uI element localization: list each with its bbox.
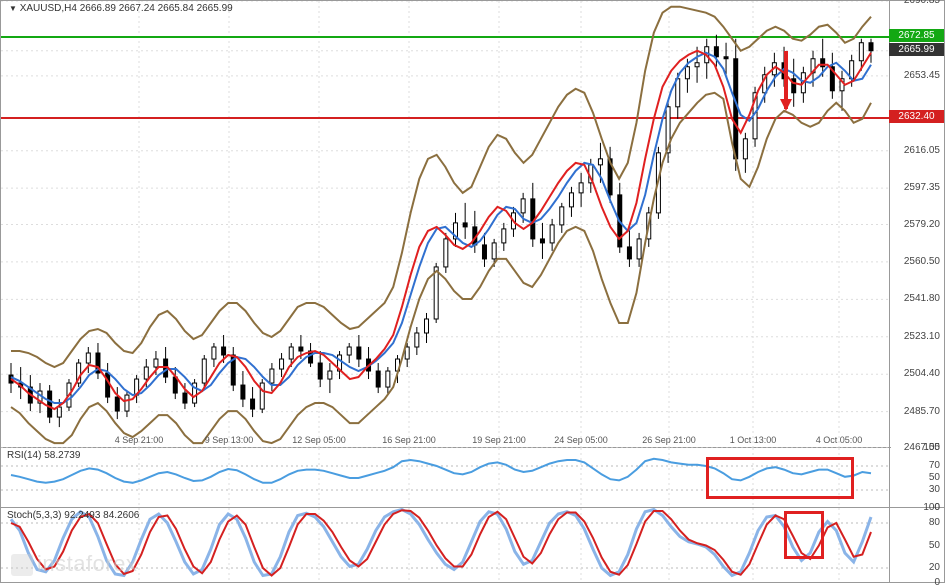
ohlc-low: 2665.84	[158, 3, 194, 14]
ohlc-high: 2667.24	[119, 3, 155, 14]
ohlc-close: 2665.99	[197, 3, 233, 14]
y-tick-label: 2597.35	[904, 182, 940, 193]
x-tick-label: 19 Sep 21:00	[472, 435, 526, 445]
timeframe-label: H4	[64, 3, 77, 14]
x-tick-label: 12 Sep 05:00	[292, 435, 346, 445]
rsi-y-label: 70	[929, 460, 940, 471]
stoch-y-label: 100	[923, 502, 940, 513]
x-tick-label: 4 Oct 05:00	[816, 435, 863, 445]
stoch-y-label: 20	[929, 562, 940, 573]
y-tick-label: 2523.10	[904, 331, 940, 342]
y-tick-label: 2485.70	[904, 406, 940, 417]
main-y-axis: 2690.85 2653.45 2616.05 2597.35 2579.20 2560.…	[889, 1, 944, 448]
rsi-y-label: 50	[929, 472, 940, 483]
x-tick-label: 24 Sep 05:00	[554, 435, 608, 445]
chart-title: ▼ XAUUSD,H4 2666.89 2667.24 2665.84 2665…	[7, 3, 233, 14]
y-tick-label: 2579.20	[904, 219, 940, 230]
y-tick-label: 2560.50	[904, 256, 940, 267]
x-tick-label: 26 Sep 21:00	[642, 435, 696, 445]
x-tick-label: 4 Sep 21:00	[115, 435, 164, 445]
y-tick-label: 2616.05	[904, 145, 940, 156]
rsi-y-axis: 1007050300	[889, 448, 944, 508]
symbol-label: XAUUSD	[20, 3, 62, 14]
stoch-y-label: 80	[929, 517, 940, 528]
chart-container: ▼ XAUUSD,H4 2666.89 2667.24 2665.84 2665…	[0, 0, 945, 583]
watermark: instaforex	[11, 551, 137, 577]
y-tick-label: 2541.80	[904, 293, 940, 304]
x-tick-label: 9 Sep 13:00	[205, 435, 254, 445]
watermark-text: instaforex	[37, 551, 137, 576]
rsi-title: RSI(14) 58.2739	[7, 450, 80, 461]
price-tag: 2672.85	[889, 29, 944, 42]
stoch-y-label: 50	[929, 540, 940, 551]
main-chart-svg	[1, 1, 891, 448]
x-tick-label: 16 Sep 21:00	[382, 435, 436, 445]
rsi-y-label: 100	[923, 442, 940, 453]
y-tick-label: 2653.45	[904, 70, 940, 81]
rsi-highlight-box	[706, 457, 854, 499]
rsi-panel[interactable]: RSI(14) 58.2739	[1, 448, 891, 508]
ohlc-open: 2666.89	[80, 3, 116, 14]
stoch-title: Stoch(5,3,3) 92.2493 84.2606	[7, 510, 139, 521]
price-tag: 2632.40	[889, 110, 944, 123]
y-tick-label: 2690.85	[904, 0, 940, 6]
stoch-panel[interactable]: Stoch(5,3,3) 92.2493 84.2606 instaforex	[1, 508, 891, 583]
rsi-y-label: 30	[929, 484, 940, 495]
down-arrow-icon[interactable]: ▼	[9, 4, 17, 13]
stoch-y-axis: 1008050200	[889, 508, 944, 583]
price-tag: 2665.99	[889, 43, 944, 56]
watermark-icon	[11, 554, 33, 576]
main-price-panel[interactable]: 4 Sep 21:00 9 Sep 13:00 12 Sep 05:00 16 Sep…	[1, 1, 891, 448]
y-tick-label: 2504.40	[904, 368, 940, 379]
x-tick-label: 1 Oct 13:00	[730, 435, 777, 445]
stoch-highlight-box	[784, 511, 824, 559]
